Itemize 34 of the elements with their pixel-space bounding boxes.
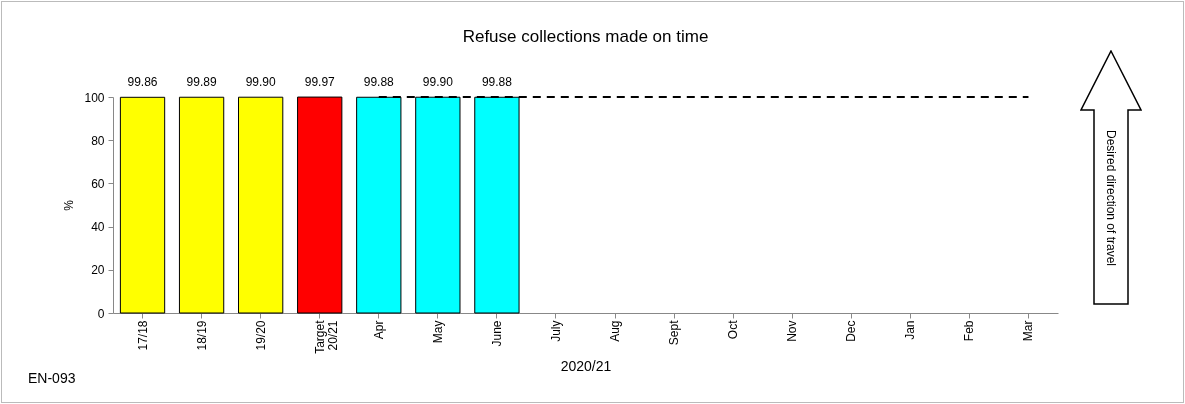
- x-tick-label: Jan: [903, 320, 918, 340]
- x-tick-label: Target 20/21: [312, 319, 340, 354]
- x-axis-title: 2020/21: [560, 357, 612, 374]
- data-label: 99.88: [363, 75, 395, 90]
- x-tick-label: Apr: [371, 320, 386, 340]
- x-tick-label: Feb: [962, 320, 977, 342]
- text: EN-093: [28, 370, 76, 386]
- y-tick-label: 80: [91, 133, 105, 148]
- y-tick-label: 100: [84, 90, 105, 105]
- y-axis-title: %: [62, 199, 77, 211]
- x-tick-label: June: [489, 320, 504, 347]
- data-label: 99.89: [186, 75, 217, 90]
- data-label: 99.86: [127, 75, 158, 90]
- x-tick-label: Nov: [785, 320, 800, 342]
- data-label: 99.90: [245, 75, 276, 90]
- y-tick-label: 40: [91, 220, 105, 235]
- data-label: 99.97: [304, 75, 336, 90]
- x-tick-label: Aug: [608, 320, 623, 342]
- x-tick-label: 18/19: [194, 320, 209, 351]
- x-tick-label: Dec: [844, 320, 859, 342]
- x-tick-label: 17/18: [135, 320, 150, 351]
- data-label: 99.90: [422, 75, 454, 90]
- y-tick-label: 0: [97, 306, 105, 321]
- y-tick-label: 60: [91, 176, 105, 191]
- x-tick-label: July: [548, 320, 563, 342]
- x-tick-label: May: [430, 320, 445, 344]
- data-label: 99.88: [481, 75, 513, 90]
- x-tick-label: Oct: [726, 319, 741, 340]
- x-tick-label: Mar: [1021, 320, 1036, 342]
- text: Desired direction of travel: [1104, 129, 1118, 266]
- chart-title: Refuse collections made on time: [462, 27, 709, 47]
- x-tick-label: Sept: [667, 319, 682, 346]
- y-tick-label: 20: [91, 263, 105, 278]
- x-tick-label: 19/20: [253, 320, 268, 351]
